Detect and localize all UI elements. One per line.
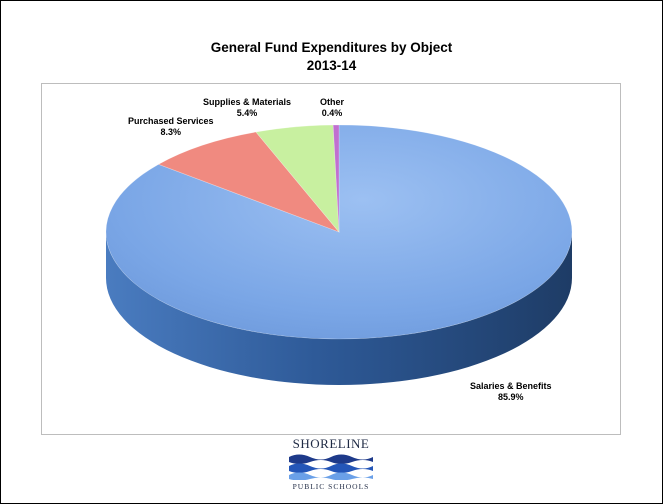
label-supplies: Supplies & Materials 5.4% [203,97,291,119]
pie-slice-1 [157,131,340,233]
label-salaries-name: Salaries & Benefits [470,381,552,391]
chart-title: General Fund Expenditures by Object [210,40,453,55]
label-salaries-value: 85.9% [498,392,524,402]
label-supplies-value: 5.4% [236,108,258,118]
label-salaries: Salaries & Benefits 85.9% [470,381,552,403]
label-purchased-name: Purchased Services [128,116,214,126]
logo-name: SHORELINE [292,436,370,451]
label-supplies-name: Supplies & Materials [203,97,292,107]
pie-side-0 [106,232,572,385]
label-other-value: 0.4% [321,108,343,118]
label-other-name: Other [320,97,345,107]
waves-icon [289,454,373,480]
chart-subtitle: 2013-14 [306,58,357,73]
logo-subtitle: PUBLIC SCHOOLS [292,482,370,491]
label-purchased-value: 8.3% [160,127,182,137]
pie-chart [105,124,573,385]
pie-slice-3 [332,124,340,233]
label-purchased: Purchased Services 8.3% [128,116,214,138]
pie-slice-2 [255,124,340,233]
pie-slice-0 [105,124,573,340]
plot-area: Salaries & Benefits 85.9% Purchased Serv… [41,83,621,435]
shoreline-logo: SHORELINE PUBLIC SCHOOLS [283,436,379,496]
label-other: Other 0.4% [320,97,344,119]
